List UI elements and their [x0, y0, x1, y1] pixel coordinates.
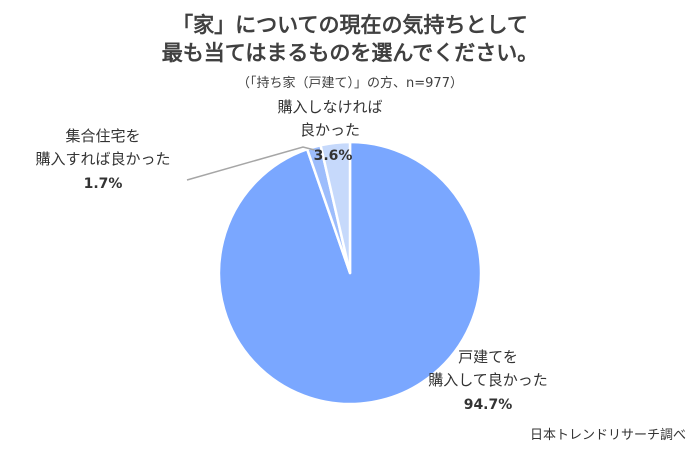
- slice-value-apartment: 1.7%: [84, 176, 123, 192]
- slice-value-shouldnt-buy: 3.6%: [314, 148, 353, 164]
- leader-line-apartment: [186, 146, 315, 181]
- chart-subtitle: （「持ち家（戸建て）」の方、n=977）: [237, 76, 463, 91]
- slice-label-detached-line1: 戸建てを: [458, 348, 518, 366]
- pie-slice-shouldnt-buy: [319, 140, 352, 275]
- slice-value-detached: 94.7%: [464, 397, 513, 413]
- slice-label-apartment-line2: 購入すれば良かった: [35, 150, 170, 168]
- pie-slices: [217, 140, 483, 406]
- slice-label-apartment-line1: 集合住宅を: [65, 127, 140, 145]
- source-credit: 日本トレンドリサーチ調べ: [529, 428, 686, 443]
- chart-title-line2: 最も当てはまるものを選んでください。: [161, 41, 539, 65]
- slice-label-detached-line2: 購入して良かった: [428, 371, 548, 389]
- leader-lines: [186, 146, 315, 181]
- chart-title-line1: 「家」についての現在の気持ちとして: [172, 13, 528, 37]
- slice-label-shouldnt-buy-line2: 良かった: [300, 121, 360, 139]
- slice-label-shouldnt-buy-line1: 購入しなければ: [277, 98, 382, 116]
